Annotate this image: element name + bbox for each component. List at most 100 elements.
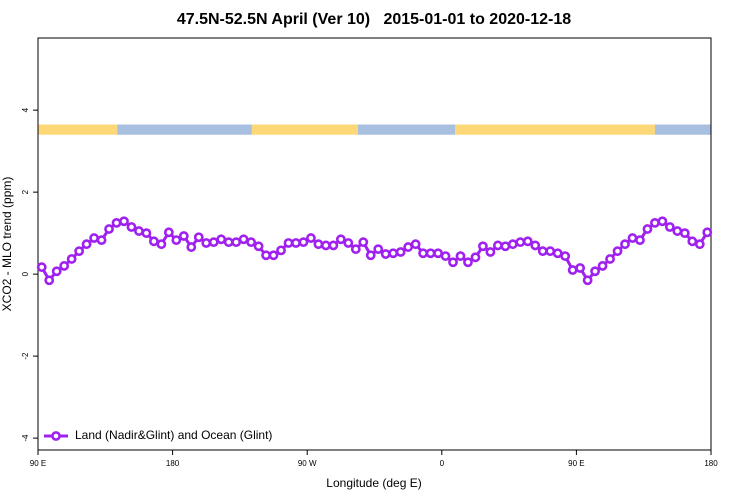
data-point xyxy=(635,235,645,246)
data-point xyxy=(492,240,503,251)
data-point xyxy=(373,244,384,255)
data-point xyxy=(268,250,279,261)
data-point xyxy=(575,263,586,273)
data-point xyxy=(463,257,473,268)
data-point xyxy=(410,239,421,250)
data-point xyxy=(537,246,548,257)
data-point xyxy=(560,251,571,261)
data-point xyxy=(141,228,152,239)
data-point xyxy=(612,246,623,257)
data-point xyxy=(627,233,638,243)
data-point xyxy=(320,240,331,251)
legend-swatch-point xyxy=(51,431,61,441)
surface-band-segment xyxy=(654,124,711,135)
data-point xyxy=(298,237,309,248)
data-point xyxy=(403,242,414,252)
data-point xyxy=(126,222,137,232)
data-point xyxy=(605,254,615,264)
data-point xyxy=(111,217,122,228)
data-point xyxy=(380,249,391,259)
data-point xyxy=(313,239,324,250)
data-point xyxy=(81,239,92,250)
data-point xyxy=(650,217,660,228)
data-point xyxy=(223,237,234,248)
data-point xyxy=(440,251,451,261)
data-point xyxy=(672,226,683,236)
x-tick-label: 90 E xyxy=(30,459,46,468)
data-point xyxy=(425,248,436,259)
y-tick-label: -4 xyxy=(21,434,30,442)
data-point xyxy=(664,222,675,232)
data-point xyxy=(395,247,406,257)
data-point xyxy=(507,239,518,250)
data-point xyxy=(36,262,47,273)
data-point xyxy=(485,247,496,257)
y-tick-label: -2 xyxy=(21,352,30,360)
data-point xyxy=(306,233,316,243)
data-point xyxy=(343,238,354,248)
x-tick-label: 180 xyxy=(704,459,718,468)
data-point xyxy=(74,246,85,257)
surface-band-segment xyxy=(117,124,252,135)
data-point xyxy=(208,237,219,248)
y-tick-label: 2 xyxy=(21,189,30,194)
data-point xyxy=(448,257,458,268)
data-point xyxy=(418,248,429,259)
x-tick-label: 90 E xyxy=(568,459,584,468)
data-point xyxy=(478,241,488,252)
data-point xyxy=(365,250,376,261)
surface-band-segment xyxy=(455,124,655,135)
data-point xyxy=(590,266,600,277)
data-point xyxy=(238,234,249,245)
data-point xyxy=(679,228,690,239)
data-point xyxy=(149,236,159,247)
data-point xyxy=(642,224,653,234)
data-point xyxy=(186,242,197,252)
data-point xyxy=(597,261,608,271)
data-point xyxy=(231,237,242,248)
data-point xyxy=(687,236,698,247)
y-tick-label: 0 xyxy=(21,271,30,276)
data-point xyxy=(455,251,466,261)
data-point xyxy=(500,241,511,252)
data-point xyxy=(261,250,271,261)
x-tick-label: 180 xyxy=(166,459,180,468)
surface-band-segment xyxy=(358,124,456,135)
data-point xyxy=(51,266,62,277)
surface-band-segment xyxy=(251,124,359,135)
x-tick-label: 0 xyxy=(440,459,445,468)
data-point xyxy=(44,275,55,286)
data-point xyxy=(522,236,533,247)
data-point xyxy=(702,227,713,238)
data-point xyxy=(104,224,114,234)
data-point xyxy=(134,226,144,236)
data-point xyxy=(358,237,369,248)
y-axis-label: XCO2 - MLO trend (ppm) xyxy=(0,177,14,312)
x-axis-label: Longitude (deg E) xyxy=(326,476,421,490)
data-point xyxy=(515,237,526,248)
data-point xyxy=(96,235,107,246)
data-point xyxy=(216,234,227,245)
data-point xyxy=(66,254,77,264)
data-point xyxy=(530,240,541,251)
data-point xyxy=(163,227,174,238)
data-point xyxy=(201,238,212,248)
data-point xyxy=(470,252,481,263)
data-point xyxy=(433,248,443,259)
data-point xyxy=(328,240,339,251)
data-point xyxy=(89,233,99,243)
data-point xyxy=(246,237,257,248)
data-point xyxy=(567,265,578,275)
y-tick-label: 4 xyxy=(21,107,30,112)
x-tick-label: 90 W xyxy=(298,459,317,468)
data-point xyxy=(276,245,286,256)
data-point xyxy=(178,231,189,241)
data-point xyxy=(283,238,294,248)
data-point xyxy=(59,261,70,271)
chart-title: 47.5N-52.5N April (Ver 10) 2015-01-01 to… xyxy=(177,11,571,28)
data-point xyxy=(171,235,182,246)
data-point xyxy=(620,239,630,250)
legend-label: Land (Nadir&Glint) and Ocean (Glint) xyxy=(75,428,272,442)
data-point xyxy=(694,239,705,250)
